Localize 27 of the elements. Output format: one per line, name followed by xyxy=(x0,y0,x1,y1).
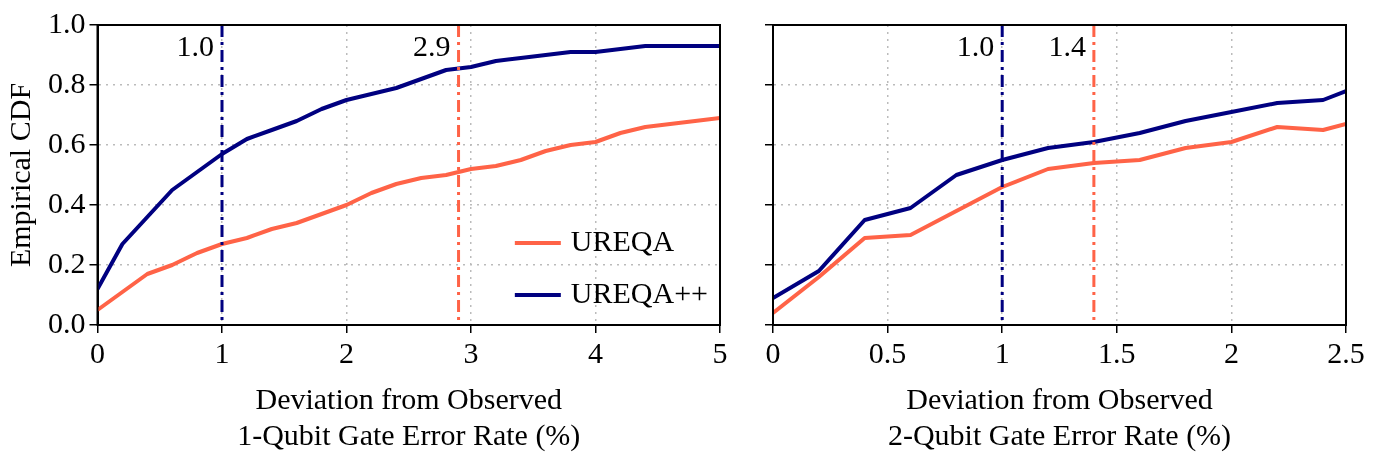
ref-line-label: 1.0 xyxy=(176,28,214,62)
x-tick-label: 2 xyxy=(1223,335,1239,369)
legend-label: UREQA xyxy=(570,223,675,257)
y-axis-title: Empirical CDF xyxy=(2,82,36,268)
x-tick-label: 2 xyxy=(339,335,354,369)
x-tick-label: 5 xyxy=(712,335,728,369)
y-tick-label: 1.0 xyxy=(48,5,86,39)
legend-label: UREQA++ xyxy=(570,275,708,309)
y-tick-label: 0.8 xyxy=(48,65,86,99)
y-tick-label: 0.4 xyxy=(48,185,86,219)
y-tick-label: 0.0 xyxy=(48,305,86,339)
x-tick-label: 0 xyxy=(90,335,105,369)
ref-line-label: 1.0 xyxy=(956,28,995,62)
x-tick-label: 1.5 xyxy=(1098,335,1136,369)
x-tick-label: 0 xyxy=(765,335,781,369)
y-tick-label: 0.2 xyxy=(48,245,86,279)
x-axis-title: Deviation from Observed 1-Qubit Gate Error Rate (%) xyxy=(237,381,581,452)
x-tick-label: 4 xyxy=(588,335,603,369)
x-axis-title: Deviation from Observed 2-Qubit Gate Error Rate (%) xyxy=(887,381,1232,452)
x-tick-label: 1 xyxy=(994,335,1010,369)
x-tick-label: 2.5 xyxy=(1327,335,1365,369)
ref-line-label: 1.4 xyxy=(1048,28,1086,62)
ref-line-label: 2.9 xyxy=(413,28,451,62)
x-tick-label: 0.5 xyxy=(868,335,907,369)
x-tick-label: 1 xyxy=(214,335,230,369)
y-tick-label: 0.6 xyxy=(48,125,86,159)
x-tick-label: 3 xyxy=(463,335,479,369)
